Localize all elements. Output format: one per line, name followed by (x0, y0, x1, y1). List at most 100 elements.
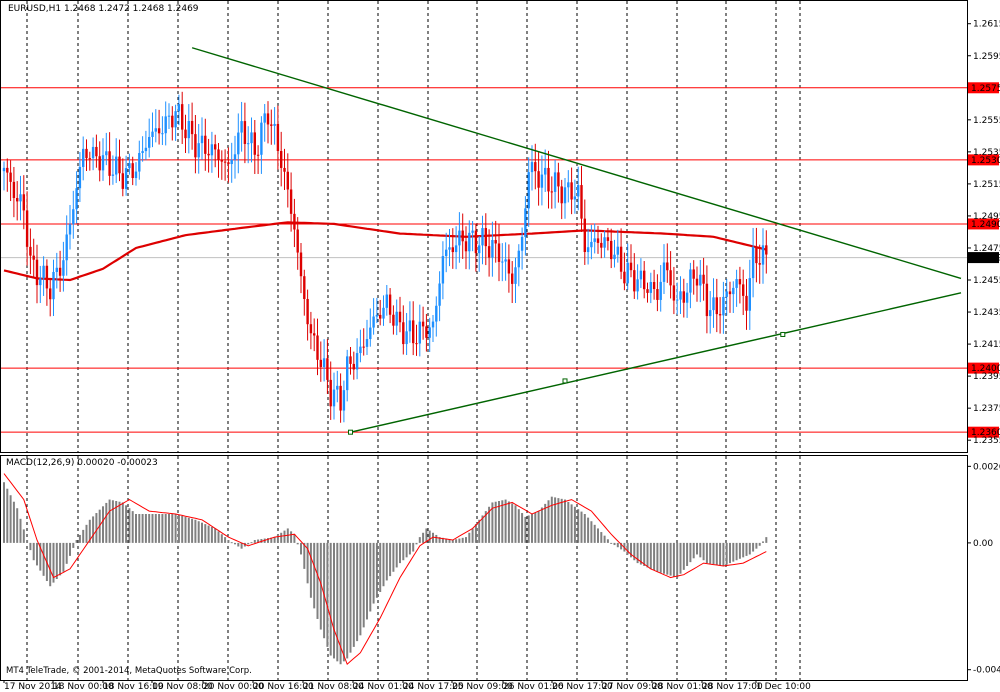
candle-body[interactable] (593, 238, 596, 242)
candle-body[interactable] (715, 297, 718, 315)
candle-body[interactable] (676, 299, 679, 301)
trendlines[interactable] (191, 47, 962, 435)
candle-body[interactable] (306, 298, 309, 325)
candle-body[interactable] (751, 247, 755, 279)
upper-trendline[interactable] (191, 47, 962, 280)
candle-body[interactable] (204, 135, 207, 154)
candle-body[interactable] (415, 343, 418, 345)
candle-body[interactable] (537, 171, 540, 188)
candle-body[interactable] (303, 276, 306, 299)
candle-body[interactable] (164, 116, 167, 134)
candle-body[interactable] (616, 246, 619, 255)
candle-body[interactable] (174, 111, 177, 128)
candle-body[interactable] (339, 385, 342, 411)
candle-body[interactable] (52, 271, 55, 300)
candle-body[interactable] (313, 333, 316, 336)
candle-body[interactable] (253, 132, 256, 155)
candle-body[interactable] (134, 171, 138, 179)
candle-body[interactable] (332, 389, 336, 407)
candle-body[interactable] (108, 151, 111, 176)
candle-body[interactable] (586, 247, 590, 253)
candle-body[interactable] (194, 134, 197, 158)
candle-body[interactable] (39, 278, 42, 286)
candle-body[interactable] (649, 282, 652, 293)
candle-body[interactable] (659, 281, 662, 300)
candle-body[interactable] (19, 194, 22, 202)
candle-body[interactable] (144, 147, 148, 152)
candle-body[interactable] (270, 124, 273, 126)
candle-body[interactable] (613, 254, 616, 260)
candle-body[interactable] (32, 255, 35, 260)
candle-body[interactable] (157, 128, 161, 134)
trendline-anchor-point[interactable] (562, 378, 568, 384)
candle-body[interactable] (233, 154, 237, 160)
candle-body[interactable] (326, 358, 329, 380)
candle-body[interactable] (25, 210, 29, 247)
candle-body[interactable] (534, 162, 537, 172)
candle-body[interactable] (276, 123, 280, 151)
candle-body[interactable] (207, 153, 210, 156)
candle-body[interactable] (243, 121, 247, 144)
candle-body[interactable] (451, 247, 454, 253)
candle-body[interactable] (662, 262, 666, 282)
candle-body[interactable] (263, 113, 266, 123)
candle-body[interactable] (385, 294, 388, 308)
candle-body[interactable] (250, 132, 253, 144)
candle-body[interactable] (722, 296, 725, 316)
candle-body[interactable] (395, 311, 398, 326)
macd-panel[interactable] (3, 473, 768, 666)
trendline-anchor-point[interactable] (780, 331, 786, 337)
candle-body[interactable] (346, 356, 349, 391)
candle-body[interactable] (478, 245, 481, 254)
candle-body[interactable] (111, 174, 115, 176)
candle-body[interactable] (88, 158, 91, 160)
candle-body[interactable] (369, 327, 372, 340)
candle-body[interactable] (115, 156, 118, 175)
candle-body[interactable] (610, 240, 613, 260)
candle-body[interactable] (685, 292, 689, 303)
candle-body[interactable] (177, 104, 181, 112)
candle-body[interactable] (567, 182, 570, 188)
candle-body[interactable] (563, 187, 567, 204)
candle-body[interactable] (161, 133, 164, 135)
candle-body[interactable] (359, 346, 362, 354)
candle-body[interactable] (75, 188, 78, 210)
candle-body[interactable] (210, 144, 214, 156)
candle-body[interactable] (765, 245, 768, 255)
candle-body[interactable] (256, 154, 260, 156)
candle-body[interactable] (375, 314, 379, 317)
candle-body[interactable] (517, 250, 520, 268)
candle-body[interactable] (425, 326, 428, 338)
candle-body[interactable] (299, 252, 303, 277)
candle-body[interactable] (669, 270, 672, 286)
candle-body[interactable] (95, 146, 98, 157)
candle-body[interactable] (412, 320, 415, 344)
candle-body[interactable] (418, 321, 421, 344)
candle-body[interactable] (524, 208, 527, 237)
candle-body[interactable] (689, 269, 692, 293)
candle-body[interactable] (487, 246, 491, 258)
candle-body[interactable] (758, 263, 761, 265)
candle-body[interactable] (695, 278, 699, 286)
candle-body[interactable] (507, 259, 511, 274)
candle-body[interactable] (9, 172, 12, 182)
candle-body[interactable] (735, 279, 738, 288)
candle-body[interactable] (748, 278, 751, 311)
candle-body[interactable] (124, 168, 128, 189)
candle-body[interactable] (738, 279, 742, 285)
candle-body[interactable] (646, 289, 649, 293)
candle-body[interactable] (682, 291, 685, 303)
candle-body[interactable] (732, 287, 735, 295)
candle-body[interactable] (626, 262, 629, 284)
trendline-anchor-point[interactable] (348, 429, 353, 435)
candle-body[interactable] (392, 314, 395, 326)
candle-body[interactable] (514, 267, 517, 284)
candle-body[interactable] (580, 185, 583, 219)
candle-body[interactable] (223, 161, 227, 163)
candle-body[interactable] (336, 385, 339, 390)
candle-body[interactable] (12, 181, 16, 199)
candle-body[interactable] (329, 379, 332, 407)
candle-body[interactable] (151, 131, 154, 137)
candle-body[interactable] (590, 241, 593, 248)
candle-body[interactable] (550, 191, 553, 193)
